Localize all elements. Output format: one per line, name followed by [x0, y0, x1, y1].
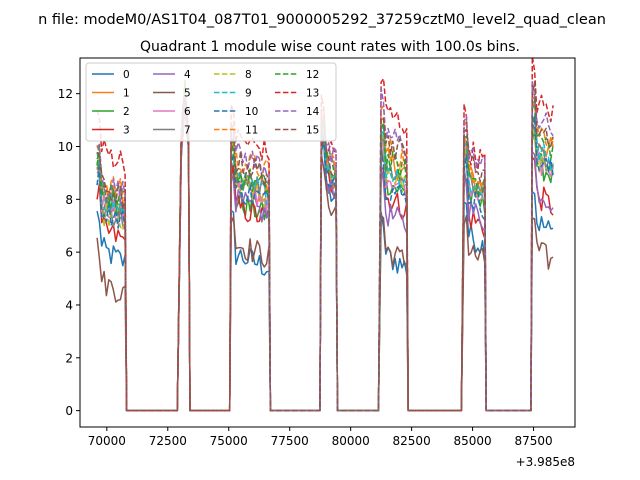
x-tick-label: 82500	[393, 434, 431, 448]
legend-label-10: 10	[245, 106, 258, 118]
legend-label-4: 4	[184, 69, 191, 81]
legend-label-0: 0	[123, 69, 130, 81]
y-tick-label: 0	[65, 404, 73, 418]
y-tick-label: 6	[65, 246, 73, 260]
legend-label-13: 13	[306, 88, 319, 100]
legend-label-1: 1	[123, 88, 130, 100]
series-line-12	[96, 80, 554, 412]
y-tick-label: 2	[65, 351, 73, 365]
legend-label-5: 5	[184, 88, 191, 100]
x-offset-text: +3.985e8	[516, 455, 575, 469]
x-tick-label: 70000	[88, 434, 126, 448]
chart-title: Quadrant 1 module wise count rates with …	[140, 39, 520, 55]
x-tick-label: 80000	[332, 434, 370, 448]
figure-suptitle: n file: modeM0/AS1T04_087T01_9000005292_…	[38, 12, 606, 28]
series-line-10	[96, 105, 554, 412]
y-axis: 0 2 4 6 8 10 12	[58, 87, 80, 418]
y-tick-label: 8	[65, 193, 73, 207]
x-tick-label: 87500	[514, 434, 552, 448]
legend-label-9: 9	[245, 88, 252, 100]
y-tick-label: 10	[58, 140, 73, 154]
series-lines	[96, 58, 554, 412]
plot-frame	[79, 57, 576, 428]
legend-label-12: 12	[306, 69, 319, 81]
legend-label-7: 7	[184, 125, 191, 137]
legend-label-8: 8	[245, 69, 252, 81]
legend-label-6: 6	[184, 106, 191, 118]
legend-label-3: 3	[123, 125, 130, 137]
x-axis: 70000 72500 75000 77500 80000 82500 85000 87500	[88, 427, 553, 448]
x-tick-label: 77500	[271, 434, 309, 448]
series-line-15	[96, 80, 554, 412]
legend-label-11: 11	[245, 125, 258, 137]
legend-label-2: 2	[123, 106, 130, 118]
y-tick-label: 4	[65, 298, 73, 312]
legend-label-15: 15	[306, 125, 319, 137]
legend-label-14: 14	[306, 106, 320, 118]
x-tick-label: 75000	[210, 434, 248, 448]
x-tick-label: 72500	[149, 434, 187, 448]
legend-box	[85, 62, 337, 142]
y-tick-label: 12	[58, 87, 73, 101]
x-tick-label: 85000	[453, 434, 491, 448]
